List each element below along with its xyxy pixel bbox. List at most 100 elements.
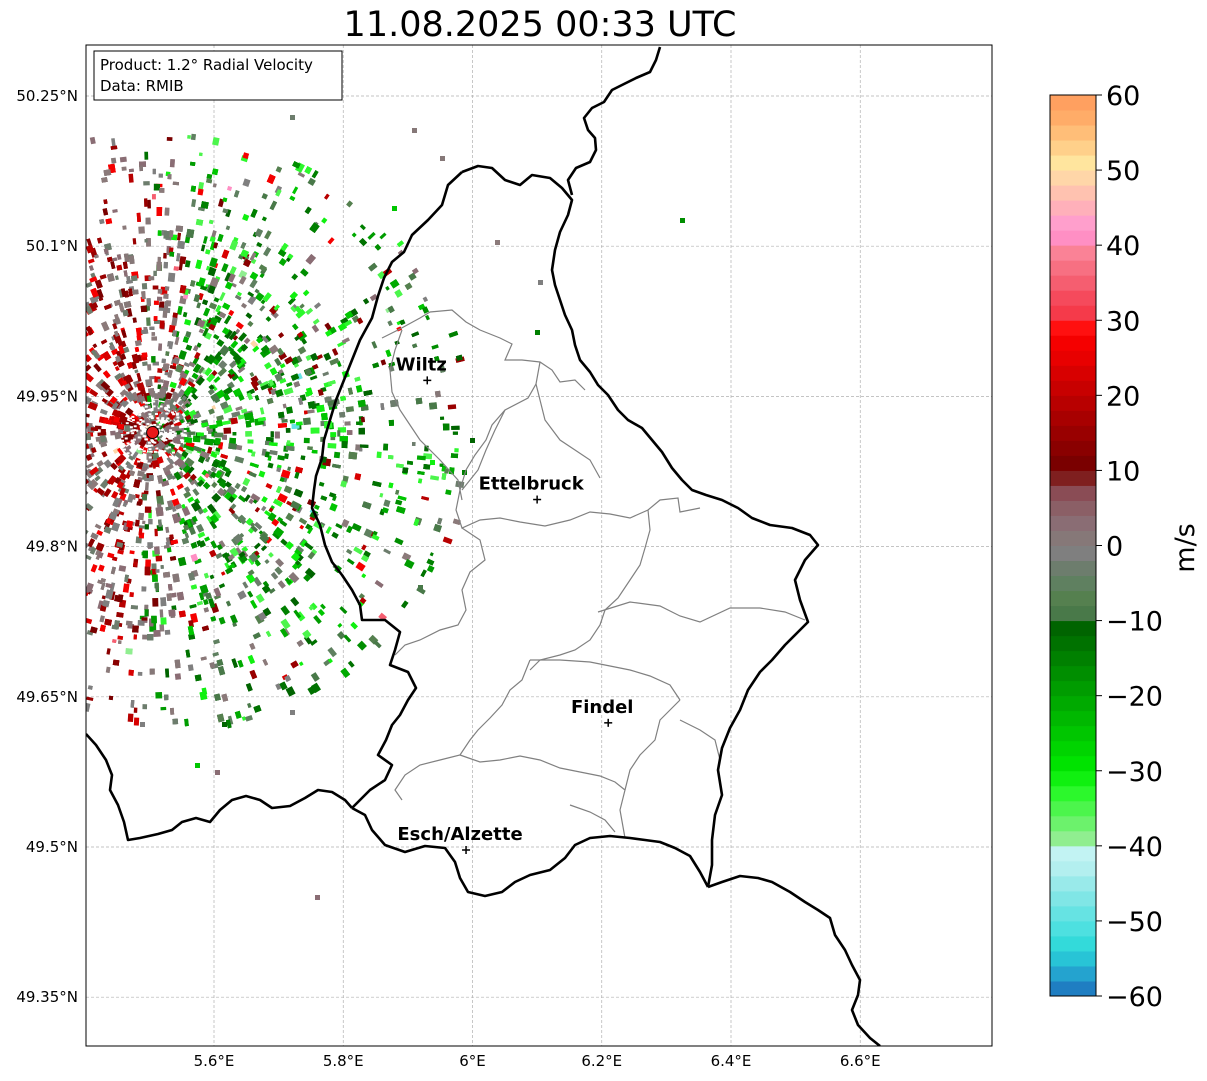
colorbar-cell <box>1050 860 1096 877</box>
lon-label: 6°E <box>459 1052 486 1070</box>
canton-line <box>394 527 486 656</box>
city-marker: Ettelbruck <box>479 474 585 504</box>
radar-velocity-echoes <box>86 115 685 900</box>
border-lu-fr <box>351 806 710 898</box>
colorbar-cell <box>1050 650 1096 667</box>
colorbar-cell <box>1050 785 1096 802</box>
colorbar-cell <box>1050 815 1096 832</box>
colorbar-tick-label: 50 <box>1106 156 1140 187</box>
colorbar-cell <box>1050 95 1096 111</box>
lat-label: 49.35°N <box>16 988 78 1006</box>
colorbar-cell <box>1050 320 1096 336</box>
colorbar-cell <box>1050 680 1096 697</box>
city-marker: Esch/Alzette <box>397 824 523 855</box>
canton-line <box>597 601 806 623</box>
colorbar-cell <box>1050 455 1096 471</box>
product-label: Product: 1.2° Radial Velocity <box>100 56 313 74</box>
canton-line <box>679 719 721 761</box>
velocity-colorbar: 60 50 40 30 20 10 0 −10 −20 −30 −40 −50 −60 m/s <box>1049 81 1201 1013</box>
national-borders <box>86 46 881 1046</box>
canton-line <box>389 329 463 501</box>
lat-label: 50.25°N <box>16 87 78 105</box>
city-label: Ettelbruck <box>479 474 585 495</box>
colorbar-cell <box>1050 470 1096 486</box>
colorbar-cell <box>1050 380 1096 396</box>
colorbar-cell <box>1050 290 1096 306</box>
canton-line <box>381 309 586 391</box>
lon-label: 5.6°E <box>194 1052 235 1070</box>
colorbar-tick-label: 30 <box>1106 306 1140 337</box>
colorbar-cell <box>1050 530 1096 546</box>
colorbar-cell <box>1050 410 1096 426</box>
canton-line <box>530 659 681 701</box>
colorbar-cell <box>1050 155 1096 171</box>
colorbar-tick-label: −10 <box>1106 607 1163 638</box>
colorbar-cell <box>1050 170 1096 186</box>
canton-line <box>459 754 626 839</box>
border-be-de-north <box>566 46 662 196</box>
colorbar-cell <box>1050 500 1096 516</box>
colorbar-cell <box>1050 905 1096 922</box>
colorbar-cell <box>1050 515 1096 531</box>
colorbar-tick-label: −20 <box>1106 682 1163 713</box>
lon-label: 6.4°E <box>711 1052 752 1070</box>
colorbar-cell <box>1050 890 1096 907</box>
colorbar-cell <box>1050 260 1096 276</box>
lon-label: 5.8°E <box>323 1052 364 1070</box>
colorbar-cell <box>1050 275 1096 291</box>
canton-boundaries <box>381 309 806 839</box>
colorbar-cell <box>1050 710 1096 727</box>
colorbar-cell <box>1050 425 1096 441</box>
colorbar-cell <box>1050 965 1096 982</box>
colorbar-cell <box>1050 245 1096 261</box>
data-source-label: Data: RMIB <box>100 77 184 95</box>
colorbar-cell <box>1050 350 1096 366</box>
colorbar-cell <box>1050 140 1096 156</box>
colorbar-cell <box>1050 110 1096 126</box>
colorbar-cell <box>1050 200 1096 216</box>
lat-label: 49.8°N <box>26 538 78 556</box>
colorbar-cell <box>1050 740 1096 757</box>
canton-line <box>535 383 601 479</box>
colorbar-cell <box>1050 230 1096 246</box>
city-label: Findel <box>571 697 634 718</box>
colorbar-tick-label: 10 <box>1106 456 1140 487</box>
colorbar-unit: m/s <box>1170 523 1201 572</box>
colorbar-cell <box>1050 980 1096 997</box>
colorbar-cell <box>1050 755 1096 772</box>
plot-area <box>86 45 992 1046</box>
colorbar-cell <box>1050 875 1096 892</box>
colorbar-cell <box>1050 215 1096 231</box>
colorbar-cell <box>1050 440 1096 456</box>
colorbar-cell <box>1050 545 1096 562</box>
colorbar-ticks: 60 50 40 30 20 10 0 −10 −20 −30 −40 −50 −60 <box>1096 81 1163 1013</box>
city-marker: Wiltz <box>396 354 447 385</box>
colorbar-cell <box>1050 950 1096 967</box>
colorbar-cell <box>1050 845 1096 862</box>
border-lu-de <box>461 164 820 888</box>
lat-label: 49.5°N <box>26 838 78 856</box>
plot-frame <box>85 44 993 1047</box>
colorbar-cell <box>1050 800 1096 817</box>
lat-label: 49.65°N <box>16 688 78 706</box>
colorbar-cell <box>1050 725 1096 742</box>
canton-line <box>569 804 616 833</box>
city-label: Wiltz <box>396 354 447 375</box>
colorbar-cell <box>1050 335 1096 351</box>
colorbar-cell <box>1050 185 1096 201</box>
colorbar-cell <box>1050 365 1096 381</box>
border-fr-de <box>707 874 881 1046</box>
product-info-box: Product: 1.2° Radial Velocity Data: RMIB <box>93 50 343 101</box>
latitude-labels: 50.25°N 50.1°N 49.95°N 49.8°N 49.65°N 49.5°N 4… <box>16 87 78 1006</box>
colorbar-tick-label: 40 <box>1106 231 1140 262</box>
canton-line <box>461 409 506 491</box>
colorbar-cell <box>1050 665 1096 682</box>
border-be-lu <box>310 171 463 809</box>
map-title: 11.08.2025 00:33 UTC <box>343 5 737 45</box>
colorbar-tick-label: 60 <box>1106 81 1140 112</box>
colorbar-cell <box>1050 695 1096 712</box>
city-label: Esch/Alzette <box>397 824 522 845</box>
colorbar-cell <box>1050 605 1096 622</box>
lon-label: 6.2°E <box>581 1052 622 1070</box>
